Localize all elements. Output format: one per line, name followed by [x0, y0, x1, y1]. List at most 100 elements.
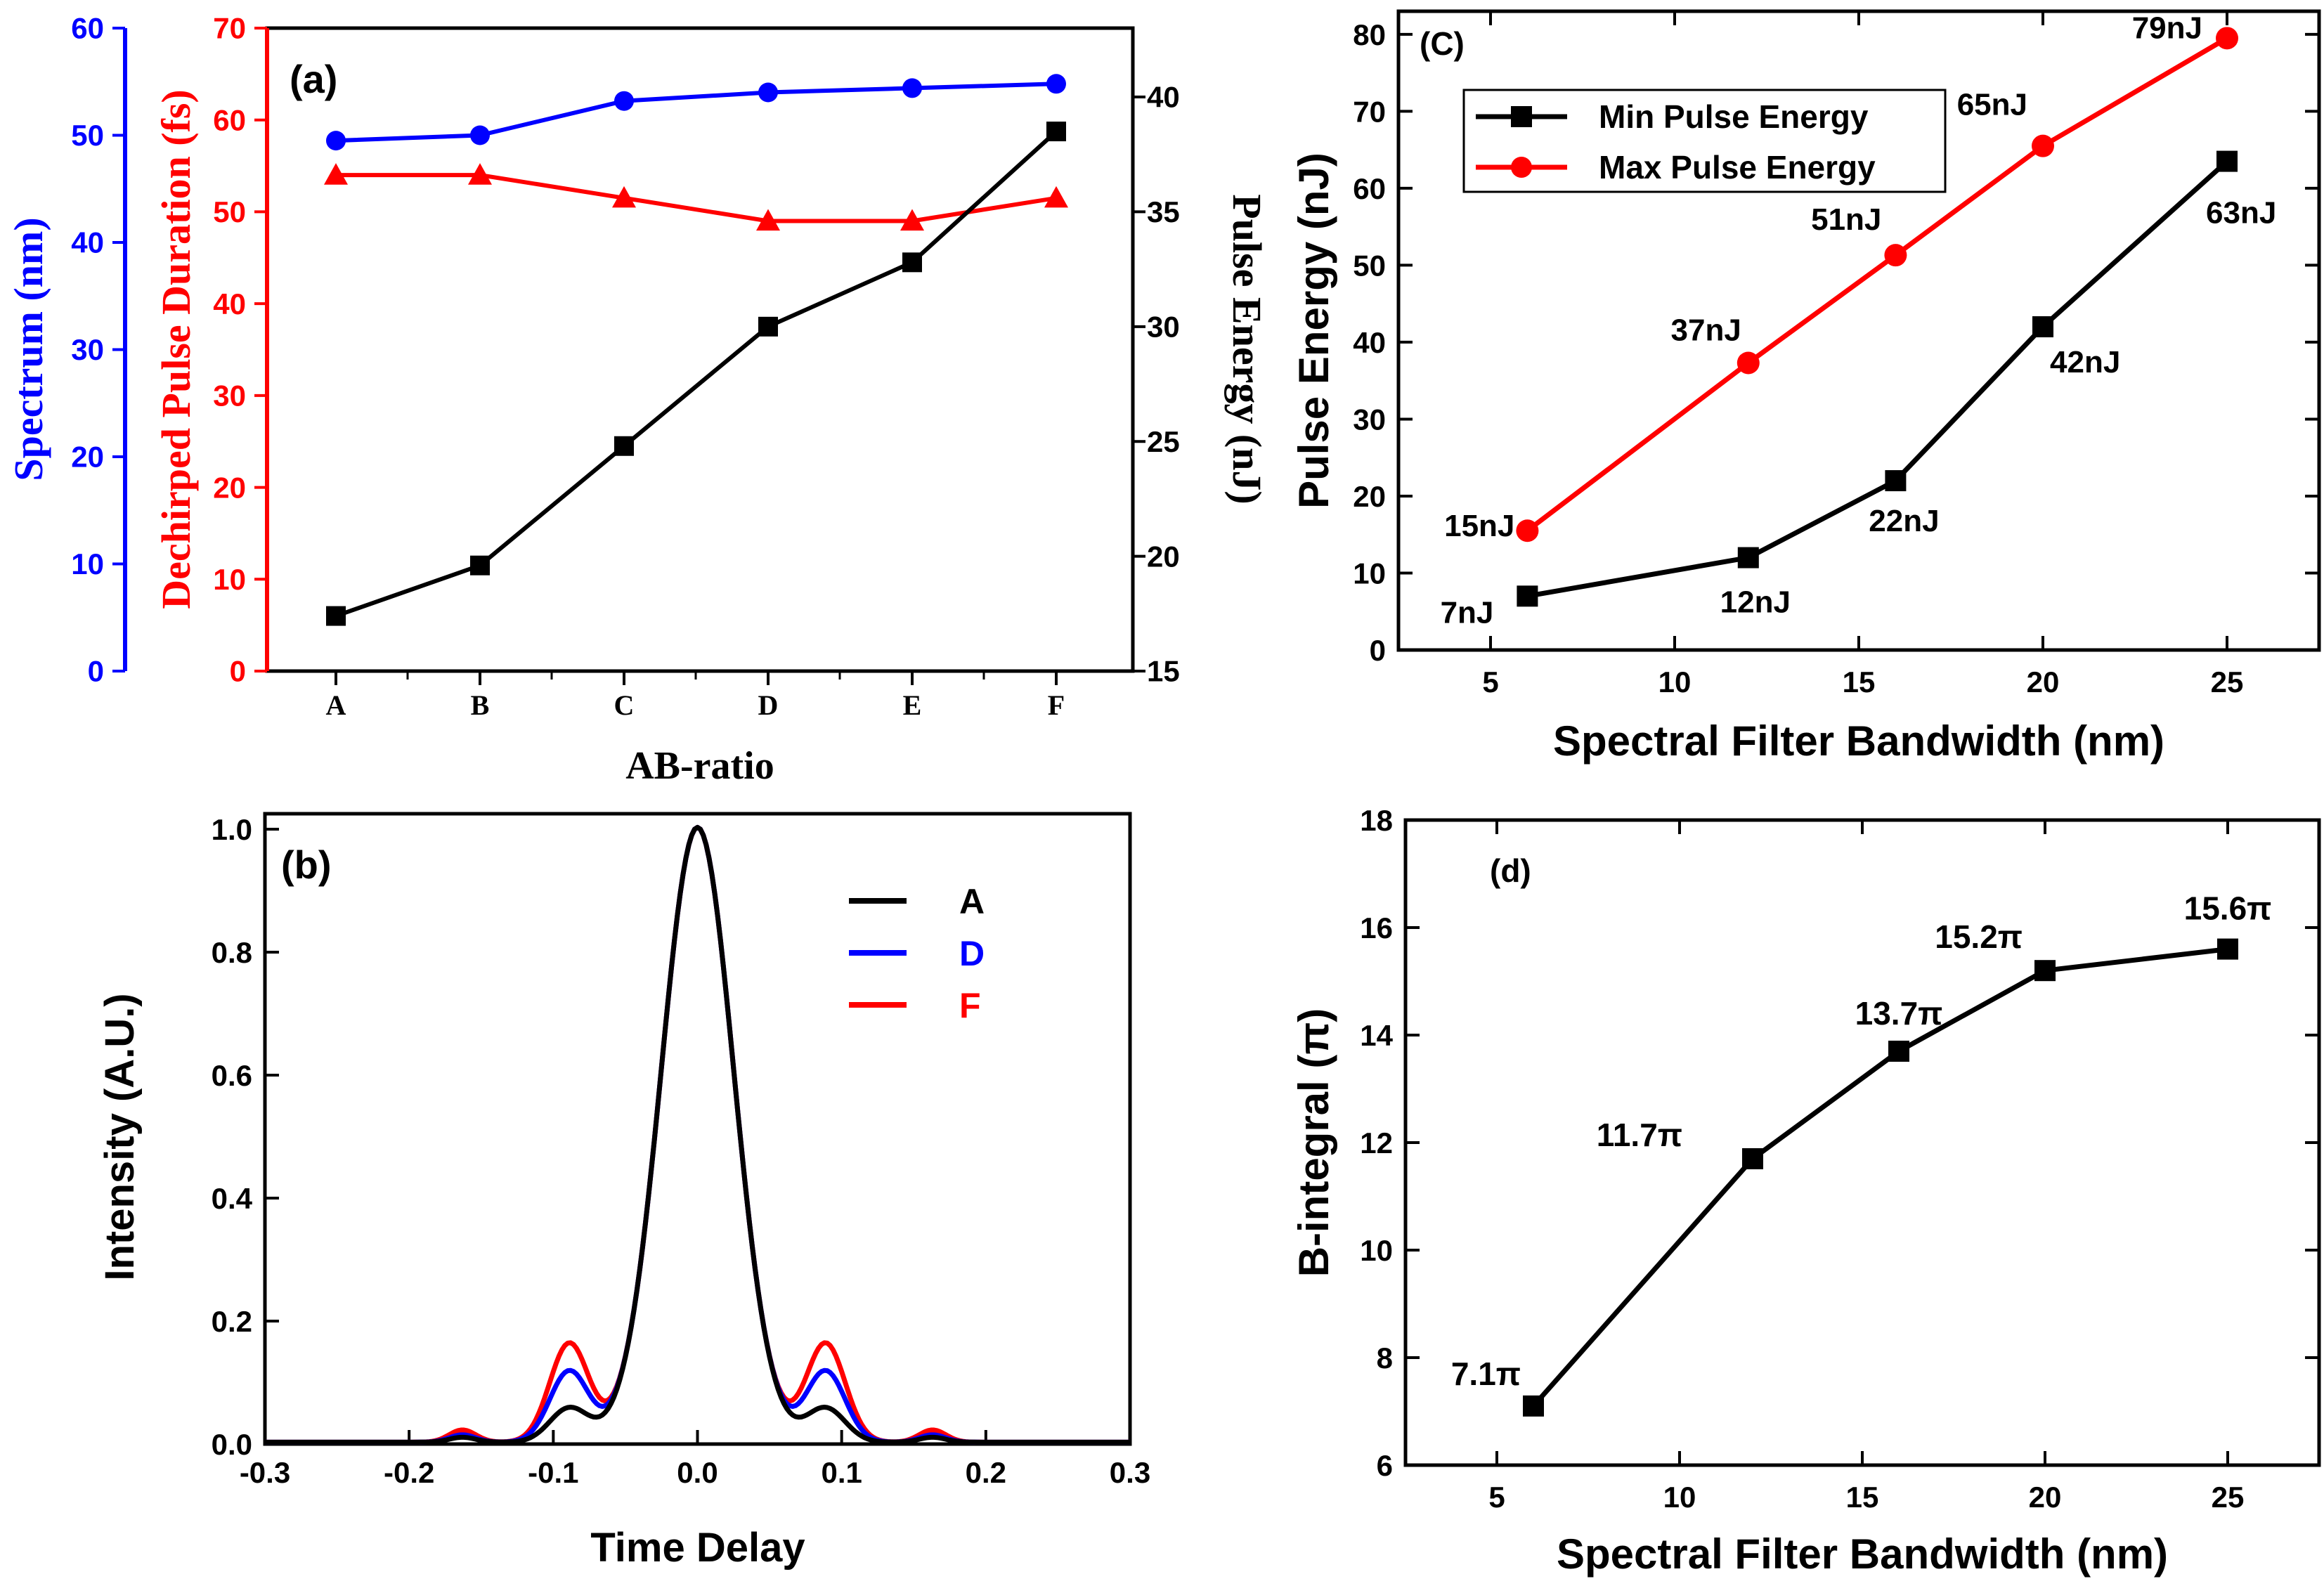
panel-c-min-pulse-energy-point: [1885, 470, 1907, 492]
panel-c-legend-swatch-marker: [1511, 157, 1532, 178]
panel-a-pulse-energy-point: [902, 252, 922, 273]
panel-b-series-D-line: [265, 824, 1130, 1445]
panel-a-duration-axis-tick-label: 50: [213, 195, 246, 228]
panel-a-spectrum-point: [614, 91, 634, 111]
panel-c-x-axis-label: Spectral Filter Bandwidth (nm): [1553, 717, 2164, 765]
panel-b-x-tick-label: -0.1: [528, 1456, 578, 1489]
panel-a-spectrum-point: [326, 131, 346, 151]
panel-c-y-axis-label: Pulse Energy (nJ): [1290, 152, 1337, 509]
panel-a-duration-axis-tick-label: 60: [213, 103, 246, 136]
panel-b-frame: [263, 812, 1132, 1446]
panel-d-b-integral-point: [2034, 960, 2056, 982]
panel-b-y-tick-label: 0.4: [212, 1182, 253, 1215]
panel-c-data-label: 79nJ: [2132, 11, 2202, 45]
panel-a-spectrum-axis-tick-label: 10: [71, 547, 104, 580]
panel-c-y-tick-label: 70: [1353, 95, 1386, 128]
panel-b-y-axis-label: Intensity (A.U.): [97, 993, 143, 1280]
panel-c-data-label: 42nJ: [2050, 345, 2120, 379]
panel-a-dechirped-pulse-duration-line: [336, 173, 1057, 223]
panel-a-dechirped-pulse-duration-point: [1044, 186, 1068, 208]
panel-c-data-label: 15nJ: [1444, 509, 1514, 543]
panel-c-min-pulse-energy-point: [1737, 547, 1759, 568]
panel-c-legend-label: Min Pulse Energy: [1599, 98, 1869, 135]
panel-a-energy-axis-tick-label: 30: [1147, 311, 1180, 344]
panel-a-x-tick-label: B: [471, 689, 490, 721]
panel-d-data-label: 11.7π: [1597, 1117, 1682, 1153]
panel-d-y-tick-label: 12: [1360, 1126, 1393, 1159]
panel-a-energy-axis-tick-label: 25: [1147, 425, 1180, 458]
panel-c-x-tick-label: 20: [2027, 665, 2060, 698]
panel-a-duration-axis-tick-label: 0: [230, 655, 246, 688]
panel-a-dechirped-pulse-duration-point: [612, 186, 636, 208]
panel-d-b-integral-point: [2217, 938, 2238, 960]
panel-d-x-tick-label: 15: [1846, 1481, 1879, 1514]
panel-d-y-tick-label: 16: [1360, 911, 1393, 944]
panel-a-spectrum-point: [902, 78, 922, 98]
panel-d-label: (d): [1490, 852, 1531, 889]
panel-d-x-tick-label: 25: [2212, 1481, 2245, 1514]
panel-d-b-integral-point: [1742, 1148, 1763, 1169]
panel-c-label: (C): [1420, 25, 1465, 62]
panel-a-spectrum-line: [335, 82, 1057, 143]
panel-c-y-tick-label: 50: [1353, 249, 1386, 282]
panel-c-min-pulse-energy-point: [2032, 316, 2053, 338]
panel-d-b-integral-point: [1888, 1040, 1909, 1062]
panel-b-y-tick-label: 0.6: [212, 1059, 252, 1092]
panel-a-dechirped-pulse-duration-point: [468, 163, 492, 185]
panel-a-energy-axis-tick-label: 15: [1147, 655, 1180, 688]
panel-a-pulse-energy-point: [758, 316, 778, 337]
panel-c-data-label: 51nJ: [1811, 202, 1881, 237]
panel-b-legend-label-A: A: [959, 882, 985, 921]
panel-c-x-tick-label: 10: [1658, 665, 1692, 698]
panel-a-pulse-energy-point: [470, 555, 490, 576]
panel-b-y-tick-label: 0.8: [212, 936, 252, 969]
panel-a-spectrum-axis-tick-label: 50: [71, 119, 104, 152]
panel-c-y-tick-label: 40: [1353, 326, 1386, 359]
panel-a-energy-axis-label: Pulse Energy (nJ): [1224, 194, 1270, 504]
panel-b-x-tick-label: 0.1: [821, 1456, 862, 1489]
panel-b-series-F-line: [265, 824, 1130, 1445]
panel-b-series-A-line: [265, 824, 1130, 1445]
panel-c-min-pulse-energy-point: [1517, 585, 1538, 607]
panel-a-frame: [265, 26, 1135, 673]
panel-c-y-tick-label: 30: [1353, 403, 1386, 436]
panel-c-y-tick-label: 0: [1370, 634, 1386, 667]
panel-a-dechirped-pulse-duration-point: [756, 209, 780, 231]
panel-b-legend-label-F: F: [959, 986, 981, 1025]
panel-a-spectrum-point: [758, 82, 778, 103]
panel-a-duration-axis-tick-label: 30: [213, 379, 246, 412]
panel-c-max-pulse-energy-point: [2032, 134, 2054, 157]
panel-a-duration-axis-tick-label: 10: [213, 563, 246, 596]
panel-b-y-tick-label: 0.2: [212, 1305, 252, 1338]
panel-b-x-tick-label: -0.3: [240, 1456, 290, 1489]
panel-d-b-integral-point: [1523, 1395, 1544, 1417]
panel-a-x-tick-label: F: [1048, 689, 1065, 721]
panel-c-max-pulse-energy-point: [2216, 27, 2238, 50]
panel-c-data-label: 65nJ: [1957, 88, 2027, 122]
panel-b-x-tick-label: -0.2: [384, 1456, 434, 1489]
panel-d-y-tick-label: 8: [1377, 1341, 1393, 1374]
panel-c-legend-swatch-marker: [1511, 106, 1532, 127]
panel-a-spectrum-point: [470, 125, 490, 145]
panel-a-spectrum-axis-tick-label: 30: [71, 333, 104, 366]
panel-c-y-tick-label: 20: [1353, 480, 1386, 513]
panel-a-energy-axis-tick-label: 20: [1147, 540, 1180, 573]
panel-b-label: (b): [281, 843, 332, 887]
panel-c-x-tick-label: 25: [2211, 665, 2244, 698]
panel-c-x-tick-label: 5: [1482, 665, 1498, 698]
panel-a-dechirped-pulse-duration-point: [324, 163, 348, 185]
panel-d-y-tick-label: 10: [1360, 1234, 1393, 1267]
panel-a-duration-axis-label: Dechirped Pulse Duration (fs): [153, 89, 199, 609]
panel-d-x-tick-label: 20: [2029, 1481, 2062, 1514]
panel-b-x-tick-label: 0.2: [966, 1456, 1006, 1489]
panel-d-data-label: 15.6π: [2184, 890, 2272, 927]
panel-a-duration-axis-tick-label: 40: [213, 287, 246, 320]
panel-c-y-tick-label: 10: [1353, 557, 1386, 590]
panel-a-spectrum-axis-tick-label: 60: [71, 12, 104, 45]
panel-a-pulse-energy-point: [614, 436, 634, 456]
panel-d-y-tick-label: 6: [1377, 1449, 1393, 1482]
panel-a-spectrum-axis-tick-label: 40: [71, 226, 104, 259]
panel-a-pulse-energy-point: [326, 606, 346, 626]
panel-c-max-pulse-energy-point: [1736, 351, 1760, 375]
panel-a-spectrum-point: [1046, 74, 1066, 94]
